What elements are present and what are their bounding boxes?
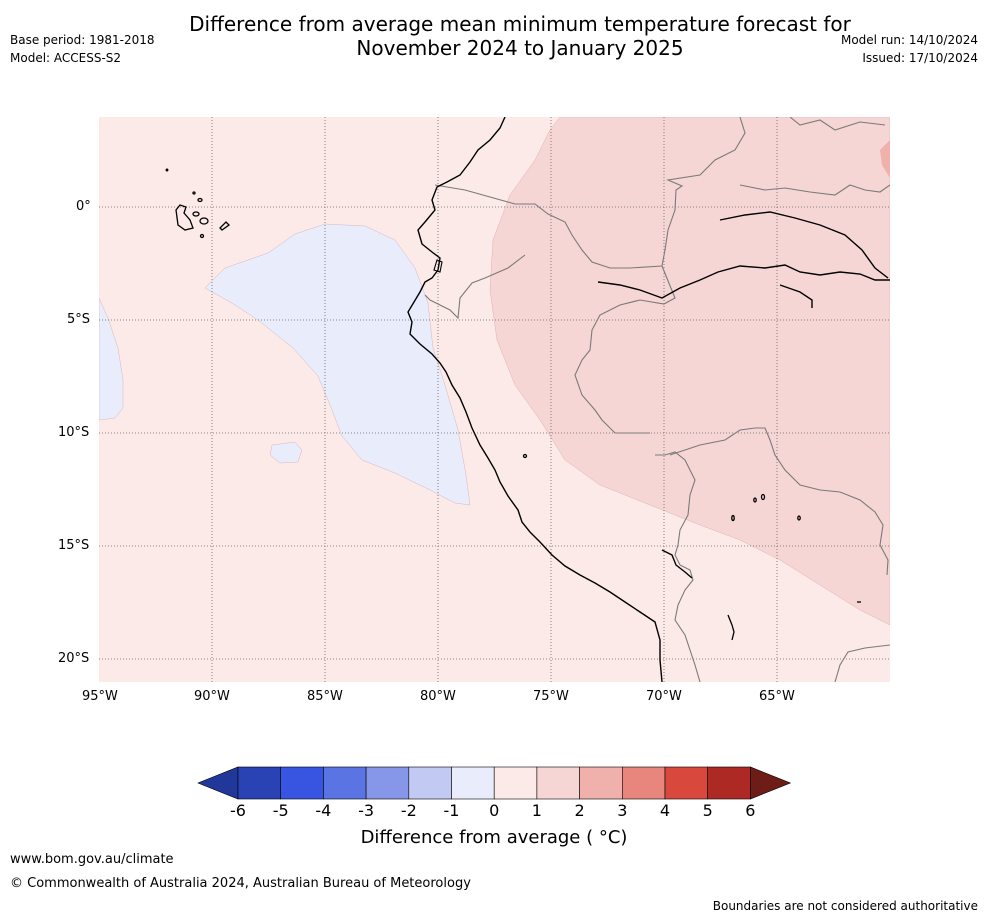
colorbar-tick-label: 3 [617, 801, 628, 820]
cool-anomaly-west [99, 297, 124, 421]
lat-label-20s: 20°S [58, 651, 90, 666]
lat-label-15s: 15°S [58, 538, 90, 553]
colorbar-tick-label: -6 [230, 801, 246, 820]
colorbar-cell [365, 766, 410, 800]
cool-anomaly-region [204, 223, 471, 506]
lon-label-65w: 65°W [759, 689, 795, 704]
colorbar-tick-label: -4 [315, 801, 332, 820]
lon-label-90w: 90°W [194, 689, 230, 704]
colorbar-tick-label: -5 [272, 801, 289, 820]
lat-label-5s: 5°S [67, 312, 91, 327]
lat-label-0: 0° [76, 199, 91, 214]
colorbar-cell [621, 766, 666, 800]
colorbar-cell [323, 766, 367, 800]
galapagos-islands [165, 168, 861, 641]
lon-label-95w: 95°W [82, 689, 118, 704]
model-run: Model run: 14/10/2024 [840, 33, 978, 47]
website-link[interactable]: www.bom.gov.au/climate [10, 852, 174, 867]
colorbar-cell [237, 766, 282, 800]
colorbar-cell [493, 766, 538, 800]
colorbar-tick-label: 6 [745, 801, 756, 820]
warm-anomaly-region [489, 117, 890, 626]
colorbar-tick-label: 4 [659, 801, 671, 820]
colorbar-cell [579, 766, 623, 800]
lat-label-10s: 10°S [58, 425, 90, 440]
lon-label-75w: 75°W [533, 689, 569, 704]
lon-label-70w: 70°W [646, 689, 682, 704]
issued-date: Issued: 17/10/2024 [862, 51, 978, 65]
country-borders [424, 117, 890, 682]
boundaries-disclaimer: Boundaries are not considered authoritat… [712, 899, 978, 913]
colorbar-tick-label: 1 [531, 801, 542, 820]
colorbar-extend-high [750, 766, 792, 800]
colorbar-extend-low [197, 766, 239, 800]
colorbar-cell [536, 766, 580, 800]
colorbar-cell [707, 766, 751, 800]
lon-label-80w: 80°W [420, 689, 456, 704]
colorbar-tick-label: -3 [358, 801, 375, 820]
colorbar-tick-label: 5 [702, 801, 713, 820]
colorbar-tick-label: -1 [443, 801, 460, 820]
colorbar-tick-label: 2 [574, 801, 585, 820]
colorbar-cell [280, 766, 324, 800]
colorbar-label: Difference from average ( °C) [360, 827, 628, 848]
meta-left: Base period: 1981-2018 Model: ACCESS-S2 [10, 31, 155, 67]
copyright-notice: © Commonwealth of Australia 2024, Austra… [10, 876, 471, 891]
colorbar-cell [664, 766, 709, 800]
lakes [433, 259, 443, 273]
base-period: Base period: 1981-2018 [10, 33, 155, 47]
strong-warm-patch [880, 140, 890, 178]
lon-label-85w: 85°W [307, 689, 343, 704]
map-title: Difference from average mean minimum tem… [189, 12, 851, 60]
coastline [407, 117, 890, 682]
colorbar-cell [408, 766, 452, 800]
colorbar-cell [451, 766, 495, 800]
model-name: Model: ACCESS-S2 [10, 51, 122, 65]
cool-anomaly-patch [269, 441, 303, 464]
colorbar-tick-label: -2 [400, 801, 417, 820]
graticule [99, 117, 890, 682]
colorbar-tick-label: 0 [489, 801, 500, 820]
colorbar [197, 766, 792, 800]
meta-right: Model run: 14/10/2024 Issued: 17/10/2024 [841, 31, 978, 67]
